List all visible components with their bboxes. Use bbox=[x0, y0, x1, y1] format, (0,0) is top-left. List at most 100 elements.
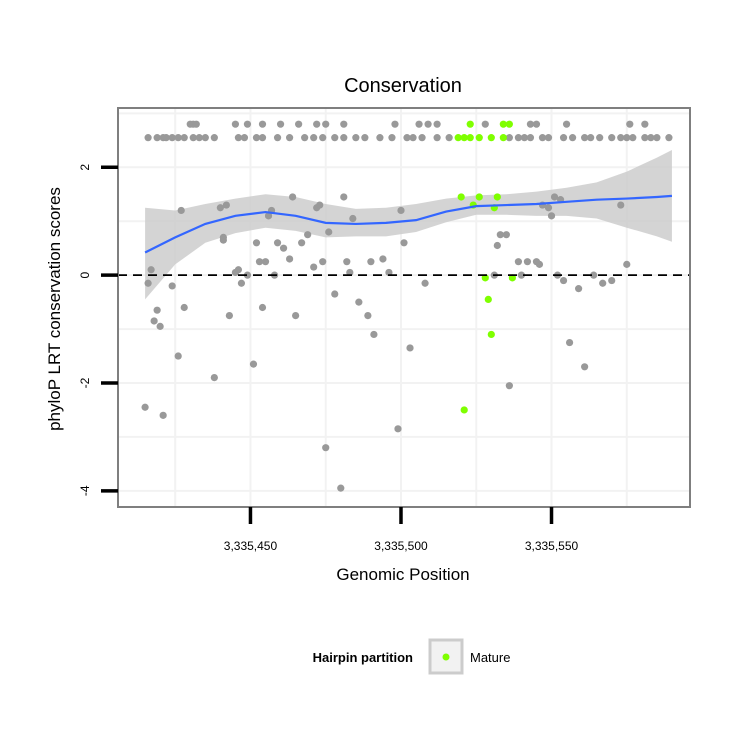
data-point bbox=[258, 120, 267, 128]
data-point bbox=[433, 134, 441, 142]
data-point bbox=[544, 134, 553, 142]
data-point bbox=[168, 282, 176, 290]
data-point bbox=[159, 411, 167, 419]
data-point bbox=[517, 271, 526, 279]
data-point bbox=[514, 258, 523, 266]
data-point bbox=[340, 193, 348, 201]
data-point bbox=[322, 444, 330, 452]
confidence-ribbon bbox=[145, 150, 672, 300]
mature-point bbox=[460, 406, 468, 414]
data-point bbox=[286, 134, 294, 142]
data-point bbox=[505, 382, 513, 390]
data-point bbox=[406, 344, 414, 352]
data-point bbox=[520, 134, 529, 142]
mature-point bbox=[460, 134, 468, 142]
data-point bbox=[210, 373, 218, 382]
data-point bbox=[626, 120, 634, 128]
data-point bbox=[325, 228, 333, 236]
data-point bbox=[331, 134, 339, 142]
data-point bbox=[502, 231, 510, 239]
data-point bbox=[180, 303, 188, 312]
mature-point bbox=[457, 193, 465, 201]
data-point bbox=[234, 134, 243, 142]
data-point bbox=[493, 241, 501, 250]
data-point bbox=[496, 231, 504, 239]
data-point bbox=[301, 134, 309, 142]
data-point bbox=[273, 239, 282, 247]
data-point bbox=[379, 255, 387, 263]
data-point bbox=[599, 279, 607, 287]
data-point bbox=[415, 120, 423, 128]
data-point bbox=[367, 258, 375, 266]
mature-point bbox=[466, 134, 474, 142]
data-point bbox=[349, 214, 357, 223]
data-point bbox=[156, 322, 164, 330]
mature-point bbox=[505, 120, 513, 128]
mature-point bbox=[475, 193, 483, 201]
data-point bbox=[526, 120, 535, 128]
grid-lines bbox=[118, 108, 690, 507]
data-point bbox=[421, 279, 429, 287]
data-point bbox=[180, 134, 188, 142]
data-point bbox=[400, 239, 408, 247]
x-tick-label: 3,335,450 bbox=[224, 539, 278, 553]
data-point bbox=[252, 239, 261, 247]
data-point bbox=[313, 120, 321, 128]
data-point bbox=[590, 271, 598, 279]
data-point bbox=[258, 303, 267, 312]
data-point bbox=[243, 120, 252, 128]
data-point bbox=[544, 204, 553, 212]
data-point bbox=[445, 134, 453, 142]
mature-point bbox=[499, 134, 507, 142]
data-point bbox=[343, 258, 351, 266]
data-point bbox=[150, 317, 158, 325]
data-point bbox=[243, 271, 252, 279]
data-point bbox=[397, 206, 405, 215]
y-axis-label: phyloP LRT conservation scores bbox=[45, 187, 64, 431]
data-point bbox=[562, 120, 571, 128]
points-layer bbox=[141, 120, 673, 492]
legend-key-mature bbox=[442, 653, 450, 661]
smooth-line-layer bbox=[144, 194, 673, 254]
data-point bbox=[617, 134, 625, 142]
data-point bbox=[391, 120, 399, 128]
data-point bbox=[174, 134, 182, 142]
data-point bbox=[568, 134, 577, 142]
data-point bbox=[418, 134, 426, 142]
data-point bbox=[647, 134, 655, 142]
data-point bbox=[141, 403, 149, 411]
data-point bbox=[617, 201, 625, 209]
y-tick-label: -4 bbox=[78, 485, 92, 496]
data-point bbox=[240, 134, 249, 142]
data-point bbox=[258, 134, 267, 142]
data-point bbox=[319, 258, 327, 266]
data-point bbox=[526, 134, 535, 142]
y-tick-label: 0 bbox=[78, 271, 92, 278]
mature-point bbox=[454, 134, 462, 142]
data-point bbox=[409, 134, 417, 142]
data-point bbox=[538, 134, 547, 142]
data-point bbox=[665, 134, 673, 142]
data-point bbox=[144, 134, 152, 142]
data-point bbox=[237, 279, 246, 287]
data-point bbox=[153, 134, 161, 142]
data-point bbox=[376, 134, 384, 142]
data-point bbox=[252, 134, 261, 142]
data-point bbox=[319, 134, 327, 142]
data-point bbox=[581, 363, 589, 371]
x-tick-label: 3,335,550 bbox=[525, 539, 579, 553]
legend-title: Hairpin partition bbox=[313, 650, 413, 665]
data-point bbox=[219, 236, 227, 244]
data-point bbox=[535, 260, 544, 268]
data-point bbox=[316, 201, 324, 209]
data-point bbox=[292, 311, 300, 320]
data-point bbox=[249, 360, 258, 368]
mature-point bbox=[466, 120, 474, 128]
data-point bbox=[331, 290, 339, 298]
data-point bbox=[210, 134, 218, 142]
data-point bbox=[225, 311, 233, 320]
data-point bbox=[641, 134, 649, 142]
confidence-ribbon-layer bbox=[145, 150, 672, 300]
data-point bbox=[298, 239, 306, 247]
